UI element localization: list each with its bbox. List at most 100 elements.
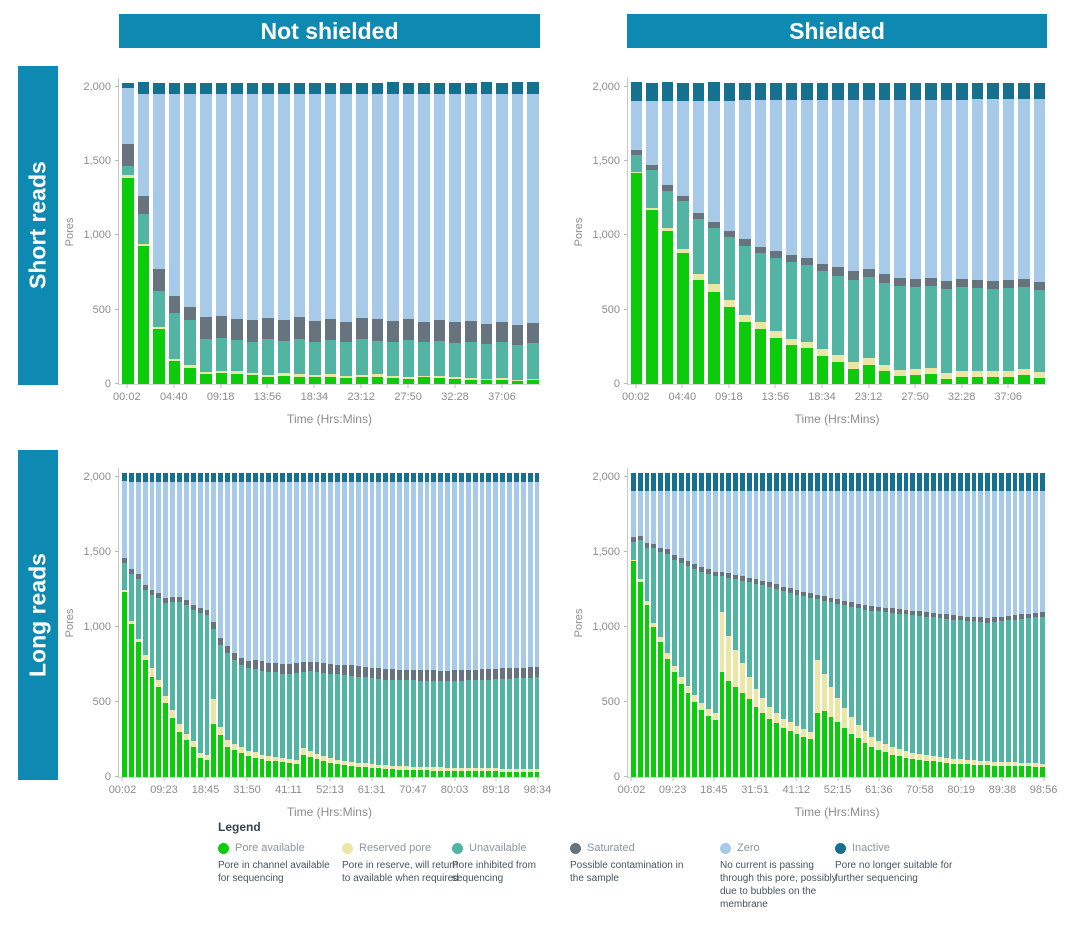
bar-segment-saturated: [493, 668, 499, 680]
bar-segment-available: [397, 769, 402, 777]
bar-segment-available: [951, 763, 956, 777]
y-tick-label: 2,000: [592, 80, 620, 93]
bar-segment-zero: [449, 94, 462, 323]
bar-segment-reserved: [849, 717, 854, 734]
bar-segment-available: [410, 770, 416, 777]
bar-segment-unavailable: [787, 592, 793, 723]
x-tick-mark: [371, 777, 372, 781]
bar-segment-saturated: [863, 268, 875, 278]
bar-segment-available: [794, 733, 800, 777]
bar-segment-reserved: [740, 663, 745, 693]
x-tick-label: 70:47: [399, 784, 427, 796]
bar-segment-reserved: [814, 660, 820, 713]
bar-segment-zero: [438, 482, 444, 671]
bar-segment-saturated: [1039, 612, 1045, 617]
bar-segment-reserved: [122, 589, 127, 592]
bar-segment-available: [371, 376, 384, 384]
bar-segment-available: [277, 375, 290, 384]
bar-segment-unavailable: [328, 673, 334, 759]
bar-segment-saturated: [431, 670, 437, 681]
stacked-bar: [910, 468, 916, 777]
bar-segment-zero: [128, 482, 134, 570]
bar-segment-zero: [534, 482, 540, 667]
bar-segment-saturated: [232, 652, 237, 660]
bar-segment-inactive: [293, 82, 306, 94]
stacked-bar: [273, 468, 279, 777]
bar-segment-zero: [324, 94, 337, 319]
bar-segment-reserved: [719, 612, 725, 672]
bar-segment-reserved: [723, 300, 736, 307]
stacked-bar: [1026, 468, 1031, 777]
bar-segment-reserved: [1019, 762, 1025, 767]
stacked-bar: [293, 78, 306, 384]
bar-segment-saturated: [293, 663, 299, 673]
bar-segment-unavailable: [197, 612, 203, 753]
bar-segment-unavailable: [418, 342, 430, 376]
bar-segment-saturated: [149, 590, 155, 596]
bar-segment-unavailable: [277, 340, 290, 374]
bar-segment-inactive: [740, 472, 745, 492]
y-tick-mark: [624, 476, 628, 477]
bar-segment-available: [511, 381, 524, 384]
bar-segment-saturated: [479, 669, 485, 680]
x-tick-label: 41:12: [782, 784, 811, 796]
bar-segment-available: [472, 771, 478, 777]
bar-segment-saturated: [262, 317, 274, 340]
bar-segment-reserved: [252, 752, 258, 758]
bar-segment-zero: [917, 491, 922, 612]
bar-segment-inactive: [894, 82, 906, 100]
bar-segment-available: [197, 757, 203, 777]
bar-segment-reserved: [832, 355, 844, 362]
bar-segment-unavailable: [287, 673, 292, 760]
x-tick-mark: [246, 777, 248, 781]
bar-segment-unavailable: [754, 253, 767, 323]
bar-segment-zero: [390, 482, 395, 670]
bar-segment-zero: [726, 491, 732, 574]
bar-segment-available: [231, 373, 243, 384]
bar-segment-inactive: [211, 472, 217, 483]
bar-segment-reserved: [876, 741, 882, 751]
bar-segment-saturated: [452, 670, 457, 681]
bar-segment-unavailable: [712, 576, 718, 714]
bar-segment-reserved: [944, 757, 950, 763]
bar-segment-reserved: [211, 698, 217, 725]
bar-segment-reserved: [1005, 762, 1011, 766]
bar-segment-zero: [842, 491, 847, 601]
bar-segment-reserved: [894, 369, 906, 376]
bar-segment-available: [733, 687, 738, 777]
bar-segment-inactive: [774, 472, 779, 492]
bar-segment-unavailable: [665, 553, 670, 653]
bar-segment-saturated: [832, 267, 844, 276]
stacked-bar: [985, 468, 991, 777]
bar-segment-zero: [770, 100, 782, 252]
bar-segment-inactive: [909, 82, 922, 100]
bar-segment-unavailable: [637, 540, 643, 580]
stacked-bar: [527, 78, 540, 384]
plot-area: 0 500 1,000 1,500 2,000 00:02 04:40 09:18 13:56 1…: [83, 78, 541, 403]
stacked-bar: [705, 468, 711, 777]
bar-segment-available: [723, 306, 736, 384]
bar-segment-inactive: [486, 472, 492, 483]
stacked-bar: [1039, 468, 1045, 777]
bar-segment-available: [163, 703, 169, 777]
bar-segment-saturated: [507, 668, 512, 679]
bar-segment-inactive: [964, 472, 970, 492]
bar-segment-reserved: [958, 759, 963, 764]
stacked-bar: [903, 468, 909, 777]
stacked-bar: [923, 468, 929, 777]
bar-segment-zero: [362, 482, 368, 667]
x-tick-label: 04:40: [668, 391, 697, 403]
bar-segment-unavailable: [314, 672, 320, 754]
bar-segment-available: [987, 377, 999, 384]
bar-segment-reserved: [496, 378, 508, 380]
y-tick-mark: [115, 85, 119, 87]
bar-segment-available: [122, 591, 127, 777]
bar-segment-reserved: [287, 759, 292, 764]
plot-area: 0 500 1,000 1,500 2,000 00:02 04:40 09:18 13:56 1…: [592, 78, 1047, 403]
bar-segment-reserved: [801, 729, 807, 737]
x-axis-label: Time (Hrs:Mins): [287, 805, 372, 819]
bar-segment-saturated: [925, 277, 937, 286]
bar-segment-inactive: [128, 472, 134, 483]
bar-segment-available: [170, 717, 175, 777]
bar-segment-saturated: [168, 296, 181, 313]
